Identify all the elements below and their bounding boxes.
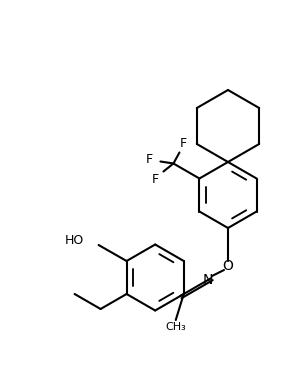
Text: HO: HO bbox=[64, 234, 84, 248]
Text: N: N bbox=[203, 273, 213, 287]
Text: F: F bbox=[180, 137, 187, 150]
Text: F: F bbox=[146, 153, 153, 166]
Text: CH₃: CH₃ bbox=[165, 322, 186, 332]
Text: O: O bbox=[222, 259, 234, 273]
Text: F: F bbox=[152, 173, 159, 186]
